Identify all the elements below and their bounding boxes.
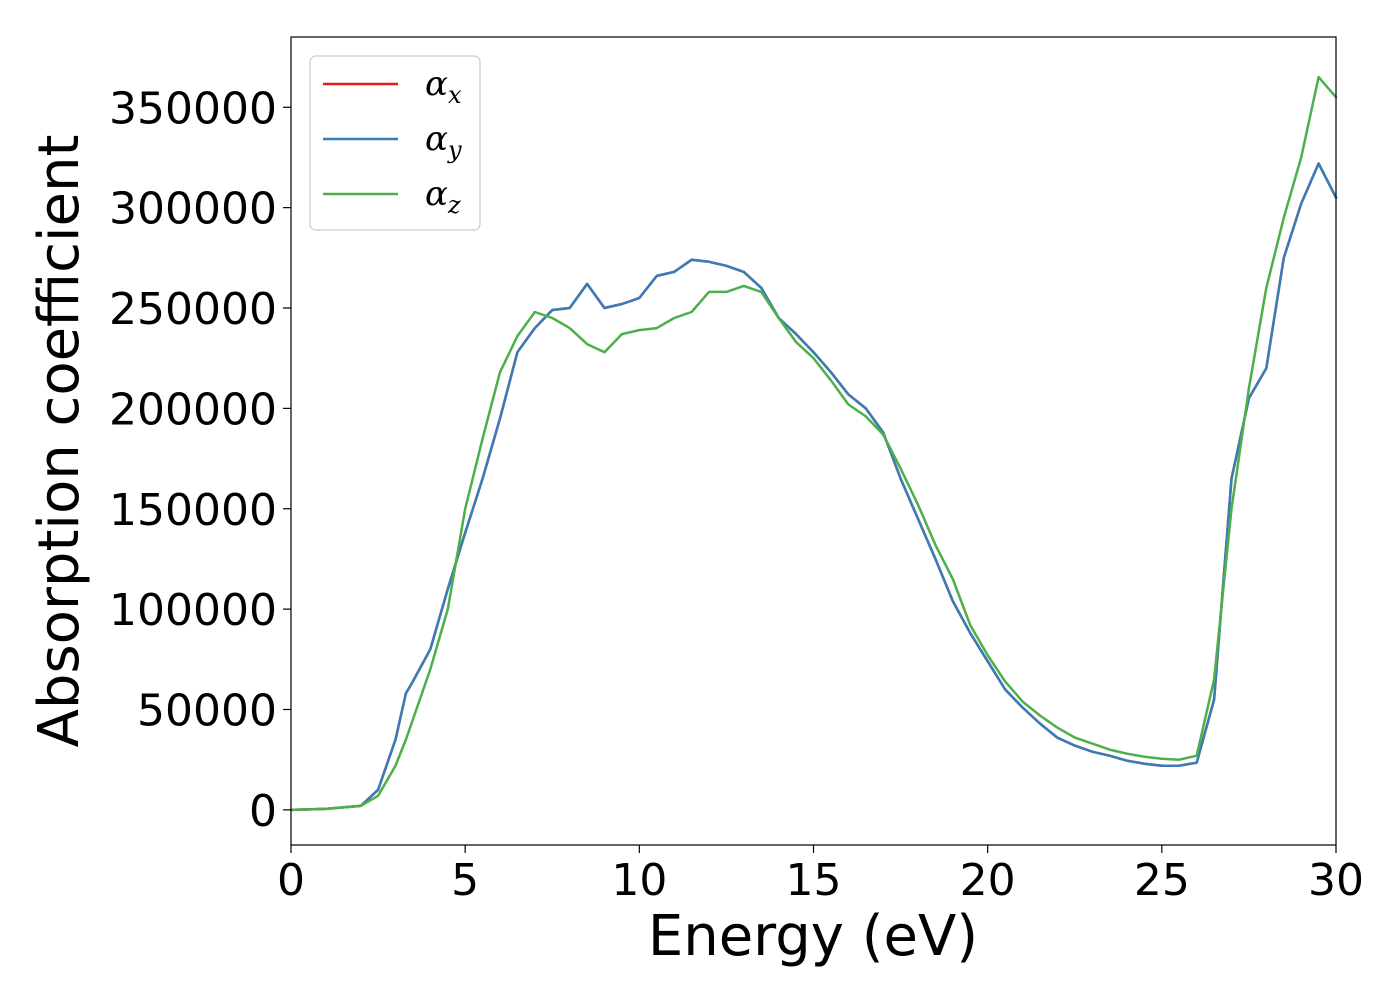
series-line-y — [289, 162, 1338, 812]
x-tick-label: 25 — [1134, 855, 1190, 906]
x-axis-title: Energy (eV) — [648, 904, 978, 969]
series-line-x — [289, 162, 1338, 812]
y-tick-label: 200000 — [109, 384, 277, 435]
legend-subscript-z: z — [447, 191, 461, 219]
y-axis-title: Absorption coefficient — [27, 135, 92, 748]
y-tick-label: 150000 — [109, 485, 277, 536]
x-tick-label: 20 — [960, 855, 1016, 906]
y-tick-label: 100000 — [109, 585, 277, 636]
x-tick-label: 15 — [786, 855, 842, 906]
series-layer — [289, 75, 1338, 812]
y-tick-label: 50000 — [137, 685, 277, 736]
x-tick-label: 10 — [611, 855, 667, 906]
series-line-z — [289, 75, 1338, 812]
y-axis-ticks: 0 50000 100000 150000 200000 250000 300000 3500… — [109, 83, 291, 837]
x-tick-label: 30 — [1308, 855, 1364, 906]
y-tick-label: 0 — [249, 786, 277, 837]
x-tick-label: 5 — [451, 855, 479, 906]
y-tick-label: 250000 — [109, 284, 277, 335]
y-tick-label: 350000 — [109, 83, 277, 134]
legend-subscript-x: x — [448, 81, 462, 109]
x-axis-ticks: 0 5 10 15 20 25 30 — [277, 845, 1364, 906]
x-tick-label: 0 — [277, 855, 305, 906]
legend-box — [309, 55, 481, 231]
y-tick-label: 300000 — [109, 184, 277, 235]
legend-subscript-y: y — [447, 136, 462, 164]
